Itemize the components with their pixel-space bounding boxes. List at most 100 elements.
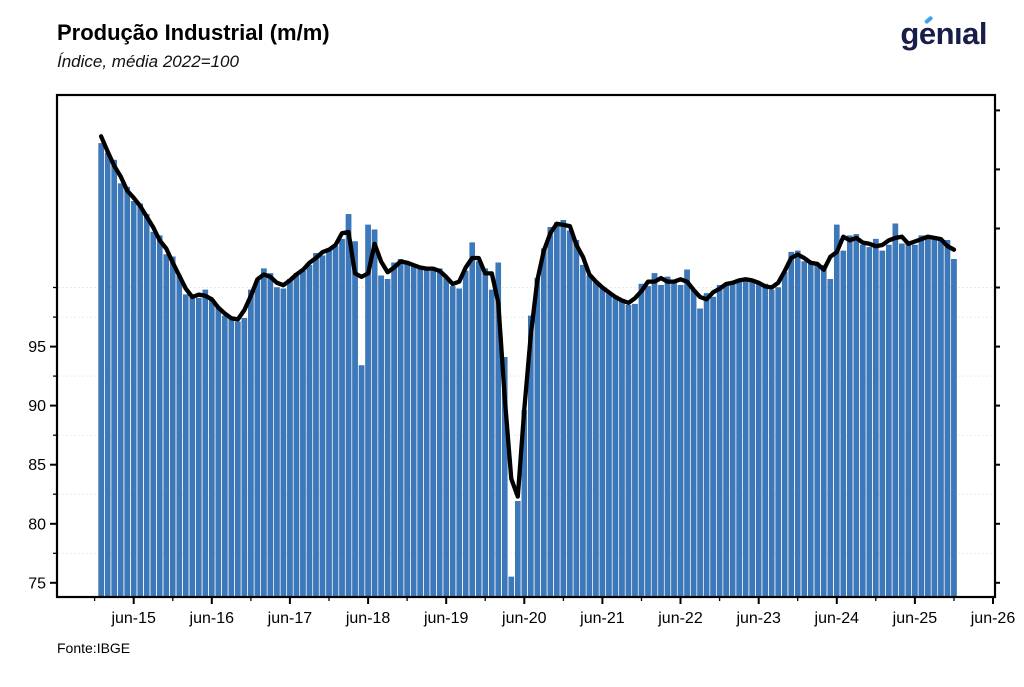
trend-line [98,134,957,499]
bar [469,242,476,598]
source-note: Fonte:IBGE [57,640,131,656]
bar [944,240,951,598]
bar [573,240,580,598]
bar [248,289,254,598]
bar [156,235,163,598]
bar [339,238,345,598]
bar [873,238,879,598]
x-axis-label: jun-16 [189,610,235,627]
bar [514,501,521,598]
bar [554,222,560,598]
bar [716,285,723,598]
bar [820,264,827,598]
bar [951,259,957,598]
bar [378,275,384,598]
x-axis: jun-15 jun-16 jun-17 jun-18 jun-19 jun-20 jun-… [93,597,1015,627]
bar [410,266,417,598]
bar [671,281,677,598]
bar [645,286,651,598]
bar [241,318,248,598]
bar [280,288,287,598]
bar [195,298,202,598]
x-axis-label: jun-19 [423,610,469,627]
bar [124,186,130,598]
bar [586,275,593,598]
bar [690,289,697,598]
bar [886,244,892,598]
bar [358,365,365,598]
bar [287,279,293,598]
y-axis-label: 80 [28,516,46,533]
bar [482,268,489,598]
bar [215,307,222,598]
bar [860,244,866,598]
bar [840,250,847,598]
bar [612,295,619,598]
bar [449,286,456,598]
bar [117,183,124,598]
bar [176,275,183,598]
bar [130,201,137,598]
bar [638,283,645,598]
bar [899,243,905,598]
bar [762,283,768,598]
y-axis-label: 75 [28,575,46,592]
bar [912,244,918,598]
bar [332,245,339,598]
bar [794,250,801,598]
bar [703,293,710,598]
bar [462,270,469,598]
bar [827,279,834,598]
bar [814,264,821,598]
bar [775,287,781,598]
bar [189,296,196,598]
bar [742,277,749,598]
bar [319,255,326,598]
x-axis-label: jun-24 [814,610,860,627]
bar [430,268,436,598]
y-axis-left: 75 80 85 90 95 [28,286,57,592]
x-axis-label: jun-22 [657,610,703,627]
bar [488,289,495,598]
bar [651,273,658,598]
bar [736,280,742,598]
bar [111,159,117,598]
bar [150,231,157,598]
y-axis-right [995,109,1000,584]
bar [182,294,189,598]
bar [541,248,547,598]
bar [261,268,267,598]
bar [169,256,176,598]
bar [274,287,280,598]
bar [931,236,938,598]
bar [768,289,775,598]
bar [925,236,931,598]
bar [567,230,573,598]
bar [423,269,430,598]
bar [202,289,209,598]
bar [475,261,482,598]
bar [417,267,423,598]
bar [267,273,274,598]
bar [313,253,319,598]
bar [456,288,463,598]
bar [326,248,332,598]
bar [371,229,378,598]
bar [508,576,515,598]
bar [436,268,443,598]
bar [352,241,358,598]
chart-subtitle: Índice, média 2022=100 [57,52,239,71]
bar [163,254,170,598]
bar [632,303,638,598]
bar [801,261,808,598]
bar [391,262,397,598]
bar [892,223,899,598]
bar [547,227,554,598]
bar [755,283,762,598]
bar [365,224,371,598]
bar [599,287,606,598]
bar [384,279,391,598]
bar [781,272,788,598]
